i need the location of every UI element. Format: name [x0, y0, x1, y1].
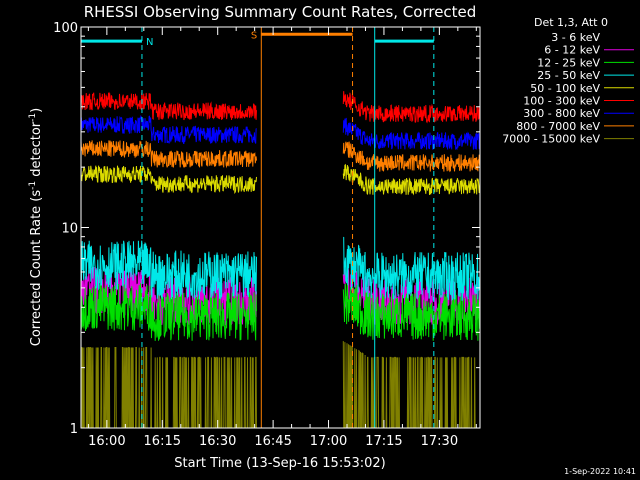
x-tick-label: 17:30 — [421, 434, 458, 449]
timestamp: 1-Sep-2022 10:41 — [564, 467, 636, 476]
x-tick-label: 16:00 — [88, 434, 125, 449]
legend-entry: 25 - 50 keV — [537, 69, 600, 82]
x-tick-label: 17:15 — [365, 434, 402, 449]
x-tick-label: 17:00 — [310, 434, 347, 449]
series-line — [342, 117, 481, 151]
series-line — [80, 240, 257, 300]
series-line — [342, 278, 481, 341]
x-tick-label: 16:15 — [144, 434, 181, 449]
legend-entry: 50 - 100 keV — [530, 82, 600, 95]
legend-entry: 6 - 12 keV — [544, 44, 600, 57]
legend-entry: 800 - 7000 keV — [516, 120, 600, 133]
series-line — [342, 91, 481, 124]
series-line — [80, 91, 257, 121]
plot-area: NNS — [80, 27, 481, 429]
series-line — [80, 283, 257, 341]
legend-title: Det 1,3, Att 0 — [534, 16, 608, 29]
legend-entry: 12 - 25 keV — [537, 56, 600, 69]
series-line — [80, 114, 257, 144]
y-axis-label: Corrected Count Rate (s-1 detector-1) — [28, 108, 44, 346]
x-axis-label: Start Time (13-Sep-16 15:53:02) — [174, 456, 385, 471]
x-tick-label: 16:45 — [254, 434, 291, 449]
series-line — [343, 236, 481, 302]
series-line — [80, 140, 257, 169]
legend-entry: 300 - 800 keV — [523, 107, 600, 120]
annotation-label: N — [146, 37, 153, 48]
legend-entry: 7000 - 15000 keV — [502, 133, 600, 146]
legend-entry: 3 - 6 keV — [551, 31, 600, 44]
series-line — [342, 141, 481, 173]
series-line — [342, 163, 481, 196]
legend-entry: 100 - 300 keV — [523, 95, 600, 108]
x-tick-label: 16:30 — [199, 434, 236, 449]
y-tick-label: 10 — [61, 222, 78, 237]
axes: 16:00 16:15 16:30 16:45 17:00 17:15 17:30 1 10 10… — [53, 21, 480, 449]
y-tick-label: 100 — [53, 21, 78, 36]
series-line — [80, 165, 257, 194]
y-tick-label: 1 — [70, 422, 78, 437]
annotation-label: S — [251, 30, 257, 41]
chart-title: RHESSI Observing Summary Count Rates, Co… — [84, 3, 477, 21]
